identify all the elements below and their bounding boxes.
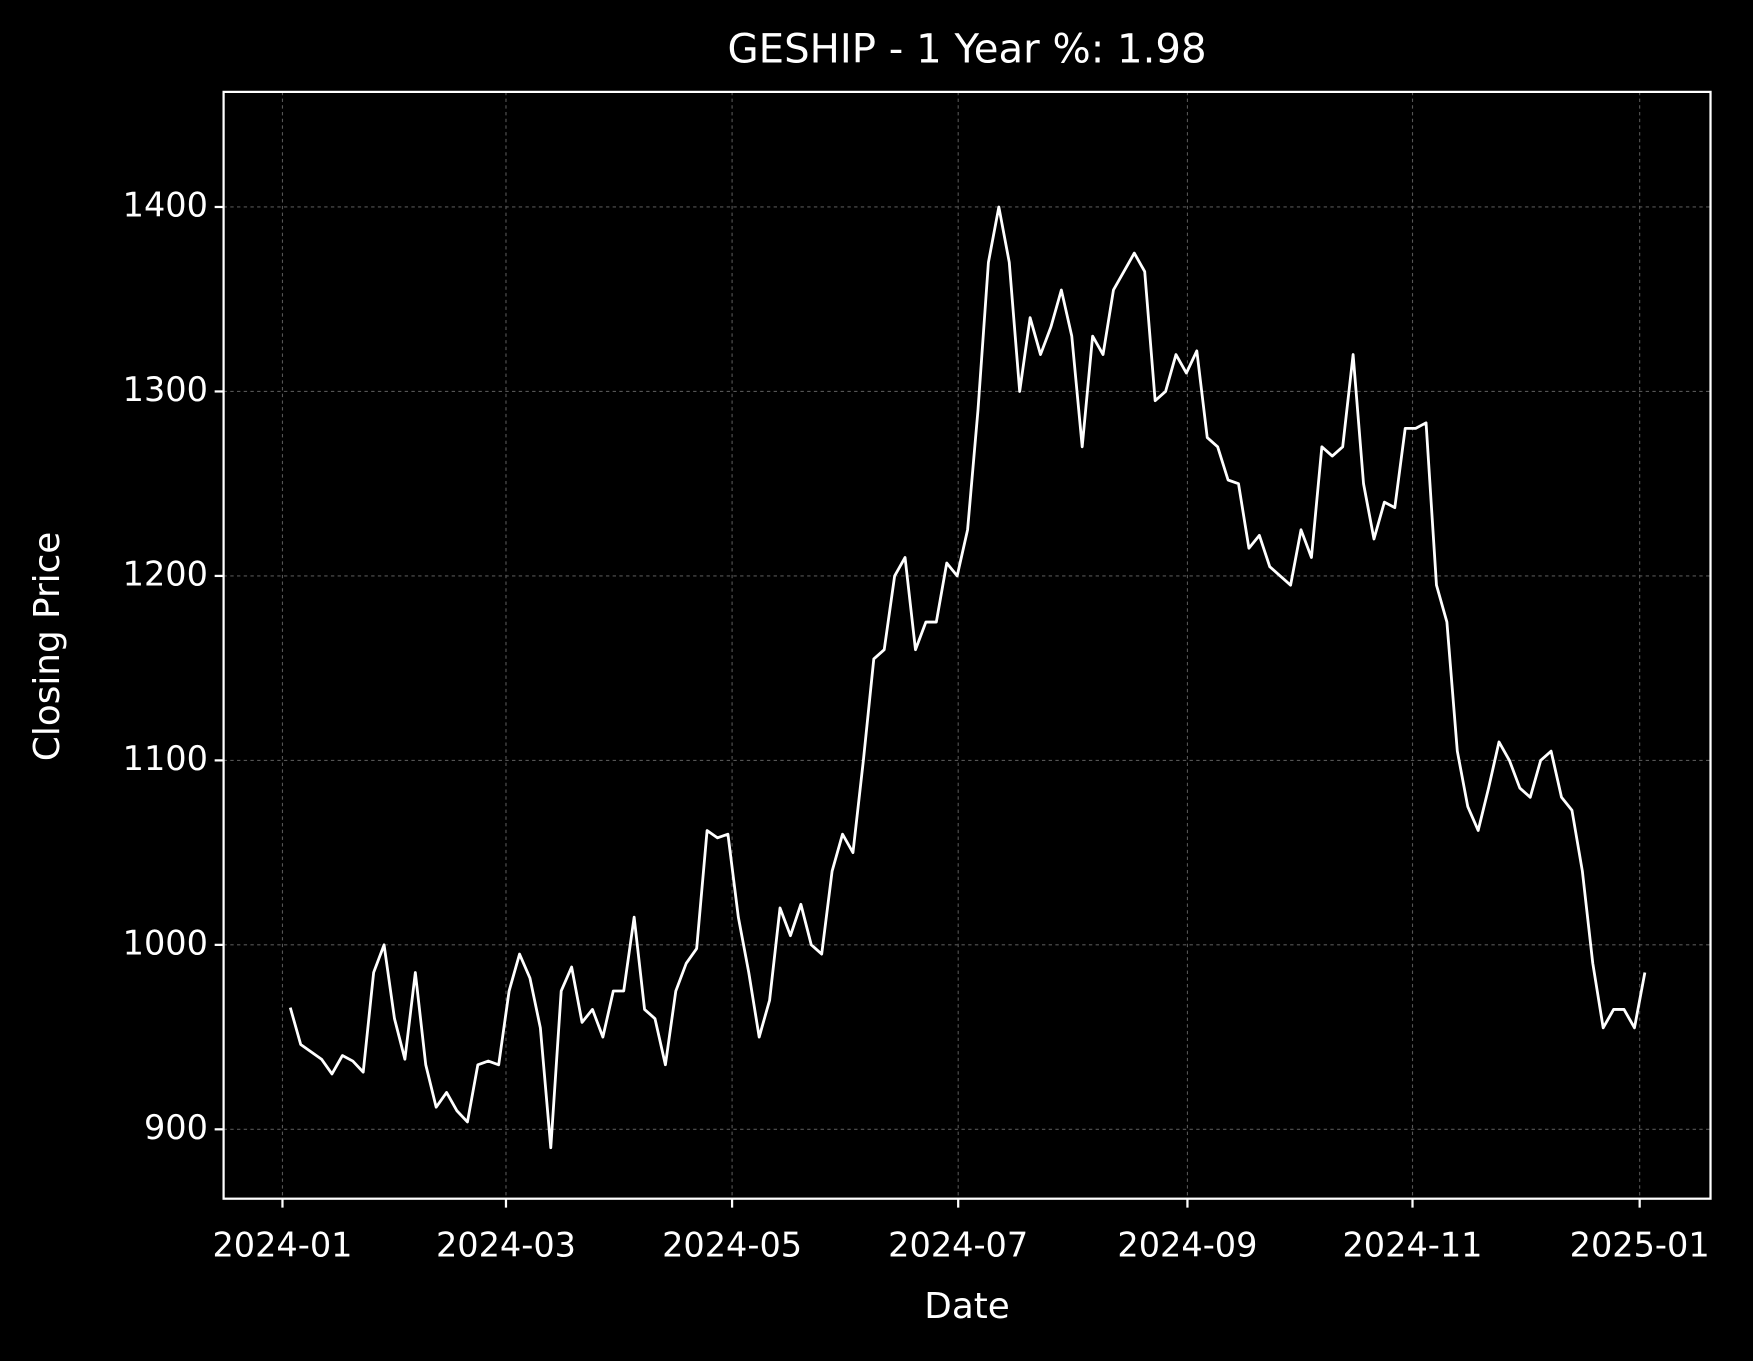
x-axis-label: Date <box>924 1286 1009 1327</box>
price-line <box>288 205 1647 1150</box>
x-tick-label: 2024-09 <box>1117 1225 1257 1264</box>
y-tick-label: 1400 <box>123 185 208 224</box>
chart-title: GESHIP - 1 Year %: 1.98 <box>727 27 1206 73</box>
plot-frame <box>222 90 1712 1200</box>
y-tick-label: 1200 <box>123 554 208 593</box>
y-tick-label: 1000 <box>123 923 208 962</box>
x-tick-label: 2024-07 <box>888 1225 1028 1264</box>
x-tick-label: 2024-11 <box>1342 1225 1482 1264</box>
y-axis-label: Closing Price <box>27 532 68 761</box>
y-tick-label: 1300 <box>123 370 208 409</box>
y-tick-label: 900 <box>144 1108 208 1147</box>
x-tick-label: 2024-03 <box>436 1225 576 1264</box>
y-tick-label: 1100 <box>123 739 208 778</box>
x-tick-label: 2024-01 <box>212 1225 352 1264</box>
x-tick-label: 2025-01 <box>1570 1225 1710 1264</box>
x-tick-label: 2024-05 <box>662 1225 802 1264</box>
